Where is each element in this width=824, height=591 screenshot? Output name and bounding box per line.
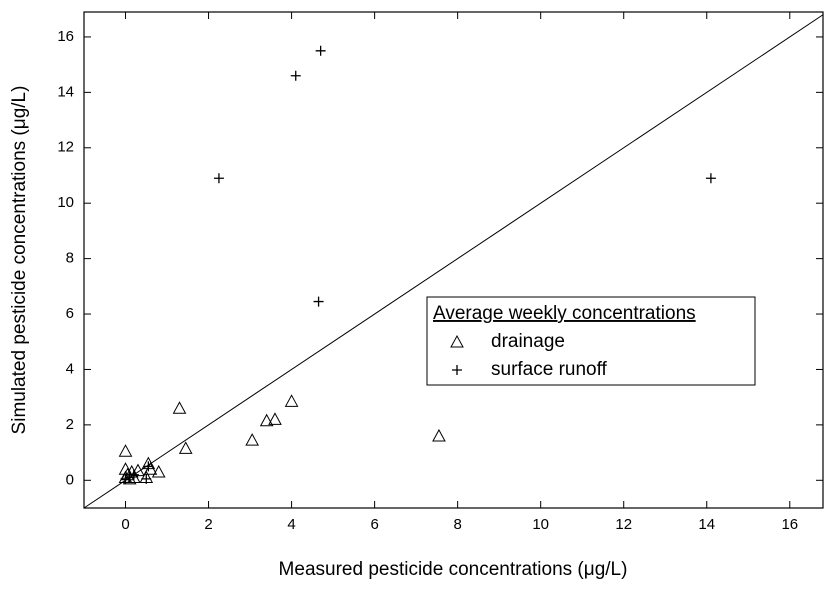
data-point (118, 444, 133, 457)
legend-label: surface runoff (491, 359, 608, 380)
data-point (313, 296, 324, 307)
data-point (141, 473, 152, 484)
y-axis-title: Simulated pesticide concentrations (μg/L… (9, 86, 30, 435)
y-tick-label: 10 (57, 194, 74, 211)
x-tick-label: 16 (781, 516, 798, 533)
plot-frame (83, 11, 824, 509)
one-to-one-line (83, 14, 824, 509)
data-point (213, 173, 224, 184)
data-point (128, 469, 139, 480)
data-point (178, 441, 193, 454)
y-tick-label: 2 (66, 416, 74, 433)
data-point (268, 412, 282, 425)
y-tick-label: 0 (66, 471, 74, 488)
data-point (315, 45, 326, 56)
data-point (284, 394, 299, 407)
data-point (143, 462, 158, 475)
data-point (151, 464, 166, 478)
data-point (432, 428, 446, 442)
x-axis-title: Measured pesticide concentrations (μg/L) (279, 559, 628, 580)
data-point (259, 413, 274, 427)
legend-title: Average weekly concentrations (433, 303, 696, 324)
y-tick-label: 14 (57, 83, 74, 100)
x-tick-label: 8 (453, 516, 461, 533)
x-tick-label: 10 (532, 516, 549, 533)
y-tick-label: 6 (66, 305, 74, 322)
data-point (290, 70, 301, 81)
legend-marker (452, 365, 462, 375)
x-tick-label: 2 (204, 516, 212, 533)
y-tick-label: 16 (57, 28, 74, 45)
legend-label: drainage (491, 331, 565, 352)
data-point (120, 473, 131, 484)
data-point (245, 433, 259, 446)
data-point (172, 401, 187, 414)
legend-box (426, 296, 756, 386)
x-tick-label: 12 (615, 516, 632, 533)
data-point (131, 463, 145, 477)
x-tick-label: 14 (698, 516, 715, 533)
y-tick-label: 8 (66, 250, 74, 267)
x-tick-label: 6 (370, 516, 378, 533)
data-point (705, 173, 716, 184)
x-tick-label: 0 (121, 516, 129, 533)
x-tick-label: 4 (287, 516, 295, 533)
y-tick-label: 12 (57, 139, 74, 156)
y-tick-label: 4 (66, 360, 74, 377)
legend-marker (450, 334, 464, 348)
data-point (143, 461, 154, 472)
